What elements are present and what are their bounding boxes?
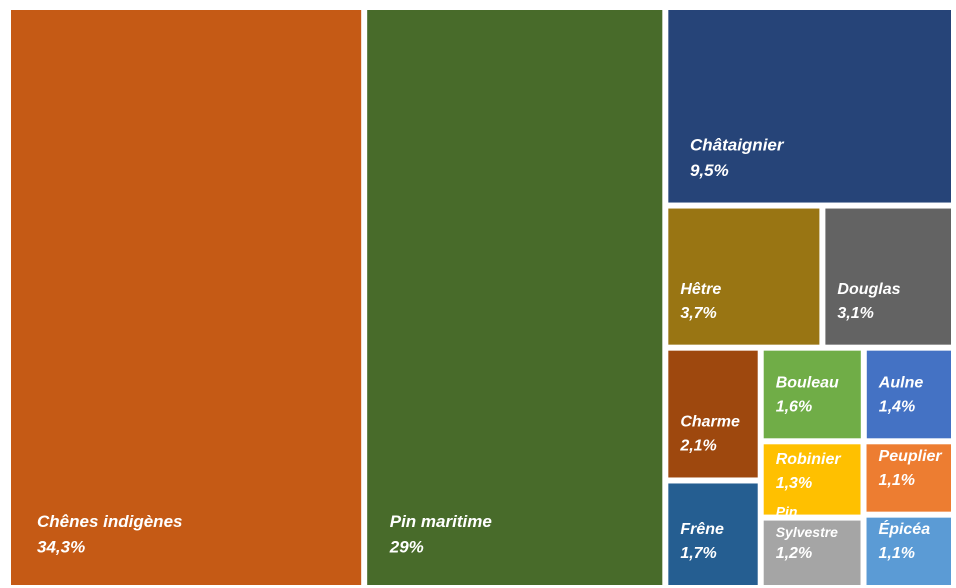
treemap-cell xyxy=(668,350,758,478)
category-label: Douglas xyxy=(837,281,900,298)
treemap-cell xyxy=(763,520,861,585)
treemap-cell xyxy=(763,444,861,515)
category-label: Frêne xyxy=(680,521,724,538)
treemap-cell xyxy=(763,350,861,439)
treemap-cell xyxy=(866,444,951,512)
treemap-cell xyxy=(668,10,951,203)
value-label: 3,7% xyxy=(680,305,716,322)
category-label: Peuplier xyxy=(879,448,943,465)
value-label: 9,5% xyxy=(690,161,729,180)
value-label: 1,4% xyxy=(879,399,915,416)
category-label: Robinier xyxy=(776,451,842,468)
value-label: 1,1% xyxy=(879,545,915,562)
treemap-cell xyxy=(866,350,951,439)
category-label: Charme xyxy=(680,414,740,431)
value-label: 3,1% xyxy=(837,305,873,322)
category-label: Bouleau xyxy=(776,375,839,392)
treemap-cell xyxy=(367,10,663,585)
category-label: Hêtre xyxy=(680,281,721,298)
category-label: Châtaignier xyxy=(690,136,785,155)
treemap-cell xyxy=(668,483,758,585)
treemap-cell xyxy=(866,517,951,585)
value-label: 34,3% xyxy=(37,537,85,556)
value-label: 1,6% xyxy=(776,399,812,416)
category-label: Aulne xyxy=(878,375,924,392)
treemap-cell xyxy=(668,208,820,345)
value-label: 1,7% xyxy=(680,545,716,562)
value-label: 2,1% xyxy=(679,438,716,455)
category-label: Pin Sylvestre xyxy=(776,503,838,540)
category-label: Pin maritime xyxy=(390,512,492,531)
treemap-cell xyxy=(825,208,951,345)
category-label: Chênes indigènes xyxy=(37,512,182,531)
value-label: 29% xyxy=(389,537,424,556)
value-label: 1,3% xyxy=(776,475,812,492)
value-label: 1,2% xyxy=(776,545,812,562)
category-label: Épicéa xyxy=(879,519,931,538)
value-label: 1,1% xyxy=(879,472,915,489)
treemap-cell xyxy=(11,10,362,585)
